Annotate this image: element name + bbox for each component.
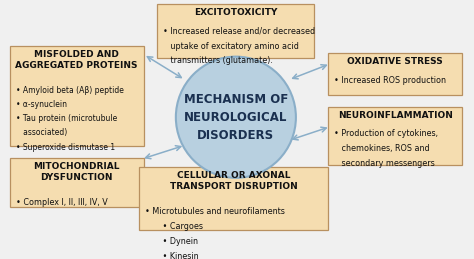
FancyBboxPatch shape — [9, 46, 144, 146]
Text: • Superoxide dismutase 1: • Superoxide dismutase 1 — [16, 142, 115, 152]
Text: NEUROINFLAMMATION: NEUROINFLAMMATION — [338, 111, 453, 120]
Text: MITOCHONDRIAL
DYSFUNCTION: MITOCHONDRIAL DYSFUNCTION — [33, 162, 120, 182]
Text: EXCITOTOXICITY: EXCITOTOXICITY — [194, 8, 278, 17]
Text: • Dynein: • Dynein — [145, 237, 198, 246]
FancyBboxPatch shape — [328, 53, 462, 95]
Text: MECHANISM OF
NEUROLOGICAL
DISORDERS: MECHANISM OF NEUROLOGICAL DISORDERS — [184, 93, 288, 142]
FancyBboxPatch shape — [328, 107, 462, 165]
FancyBboxPatch shape — [9, 158, 144, 207]
Text: secondary messengers: secondary messengers — [334, 159, 435, 168]
Text: • Kinesin: • Kinesin — [145, 252, 199, 259]
Text: • Cargoes: • Cargoes — [145, 222, 203, 231]
Text: transmitters (glutamate).: transmitters (glutamate). — [164, 56, 273, 66]
Text: MISFOLDED AND
AGGREGATED PROTEINS: MISFOLDED AND AGGREGATED PROTEINS — [15, 50, 138, 70]
Text: • Microtubules and neurofilaments: • Microtubules and neurofilaments — [145, 207, 285, 216]
Text: chemokines, ROS and: chemokines, ROS and — [334, 144, 430, 153]
FancyBboxPatch shape — [139, 167, 328, 230]
Text: • α-synuclein: • α-synuclein — [16, 100, 67, 109]
Text: • Amyloid beta (Aβ) peptide: • Amyloid beta (Aβ) peptide — [16, 86, 124, 95]
Text: associated): associated) — [16, 128, 67, 138]
Text: • Increased ROS production: • Increased ROS production — [334, 76, 446, 85]
Text: • Tau protein (microtubule: • Tau protein (microtubule — [16, 114, 117, 123]
Text: OXIDATIVE STRESS: OXIDATIVE STRESS — [347, 57, 443, 66]
Text: • Increased release and/or decreased: • Increased release and/or decreased — [164, 27, 316, 36]
Text: • Production of cytokines,: • Production of cytokines, — [334, 129, 438, 138]
Text: CELLULAR OR AXONAL
TRANSPORT DISRUPTION: CELLULAR OR AXONAL TRANSPORT DISRUPTION — [170, 171, 298, 191]
Ellipse shape — [176, 57, 296, 178]
Text: • Complex I, II, III, IV, V: • Complex I, II, III, IV, V — [16, 198, 108, 207]
FancyBboxPatch shape — [157, 4, 314, 58]
Text: uptake of excitatory amino acid: uptake of excitatory amino acid — [164, 42, 299, 51]
